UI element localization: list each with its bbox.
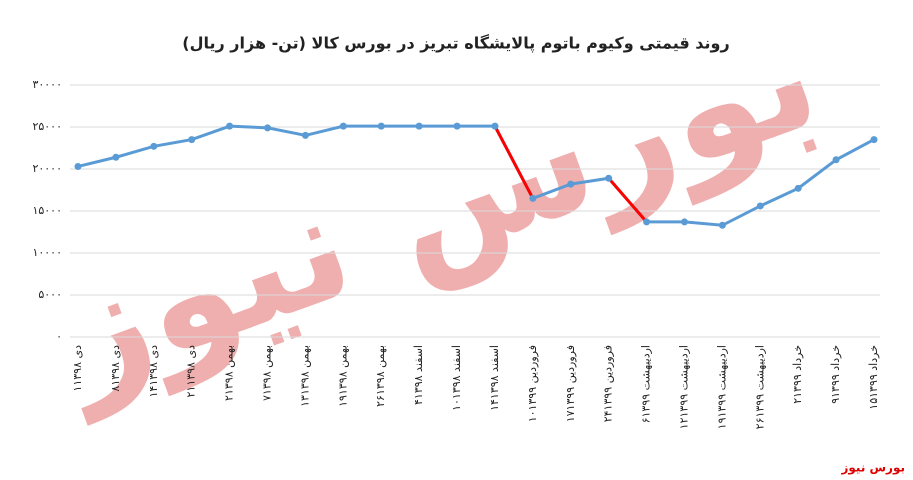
- point: [529, 194, 537, 202]
- point: [491, 122, 499, 130]
- y-tick-label: ۱۰۰۰۰: [32, 246, 62, 259]
- point: [643, 218, 651, 226]
- x-tick-label: ۶اردیبهشت ۱۳۹۹: [640, 345, 653, 423]
- point: [870, 136, 878, 144]
- chart-title: روند قیمتی وکیوم باتوم پالایشگاه تبریز د…: [182, 34, 729, 54]
- point: [74, 162, 82, 170]
- x-tick-label: ۸دی ۱۳۹۸: [109, 345, 122, 392]
- x-tick-label: ۱۹بهمن ۱۳۹۸: [336, 345, 349, 407]
- point: [567, 180, 575, 188]
- point: [339, 122, 347, 130]
- point: [112, 153, 120, 161]
- point: [756, 202, 764, 210]
- point: [188, 136, 196, 144]
- y-tick-label: ۲۰۰۰۰: [32, 162, 62, 175]
- point: [377, 122, 385, 130]
- x-tick-label: ۷بهمن ۱۳۹۸: [261, 345, 274, 401]
- line: [77, 124, 875, 227]
- y-tick-label: ۳۰۰۰۰: [32, 78, 62, 91]
- source: بورس نیوز: [840, 461, 905, 476]
- x-tick-label: ۱۷فروردین ۱۳۹۹: [564, 345, 577, 422]
- point: [150, 142, 158, 150]
- x-tick-label: ۱۴اسفند ۱۳۹۸: [488, 345, 501, 411]
- x-tick-label: ۲خرداد ۱۳۹۹: [791, 345, 804, 404]
- x-tick-label: ۱۰فروردین ۱۳۹۹: [526, 345, 539, 422]
- x-tick-label: ۱۹اردیبهشت ۱۳۹۹: [715, 345, 728, 429]
- x-tick-label: ۱۵خرداد ۱۳۹۹: [867, 345, 880, 410]
- y-tick-label: ۰: [56, 330, 62, 343]
- y-tick-label: ۵۰۰۰: [38, 288, 62, 301]
- point: [226, 122, 234, 130]
- x-tick-label: ۲۱دی ۱۳۹۸: [185, 345, 198, 398]
- y-tick-label: ۲۵۰۰۰: [32, 120, 62, 133]
- point: [415, 122, 423, 130]
- highlight-segment: [493, 125, 535, 200]
- point: [680, 218, 688, 226]
- point: [718, 221, 726, 229]
- point: [264, 124, 272, 132]
- point: [301, 131, 309, 139]
- point: [605, 174, 613, 182]
- x-tick-label: ۲بهمن ۱۳۹۸: [223, 345, 236, 401]
- x-tick-label: ۱دی ۱۳۹۸: [71, 345, 84, 392]
- x-tick-label: ۹خرداد ۱۳۹۹: [829, 345, 842, 404]
- highlight-segment: [607, 177, 648, 223]
- x-tick-label: ۱۲اردیبهشت ۱۳۹۹: [677, 345, 690, 429]
- x-tick-label: ۲۶اردیبهشت ۱۳۹۹: [753, 345, 766, 429]
- x-tick-label: ۲۶بهمن ۱۳۹۸: [374, 345, 387, 407]
- point: [453, 122, 461, 130]
- x-tick-label: ۱۳بهمن ۱۳۹۸: [298, 345, 311, 407]
- x-tick-label: ۴اسفند ۱۳۹۸: [412, 345, 425, 405]
- y-tick-label: ۱۵۰۰۰: [32, 204, 62, 217]
- x-tick-label: ۱۴دی ۱۳۹۸: [147, 345, 160, 398]
- x-tick-label: ۱۰اسفند ۱۳۹۸: [450, 345, 463, 411]
- point: [794, 184, 802, 192]
- x-tick-label: ۲۴فروردین ۱۳۹۹: [602, 345, 615, 422]
- point: [832, 156, 840, 164]
